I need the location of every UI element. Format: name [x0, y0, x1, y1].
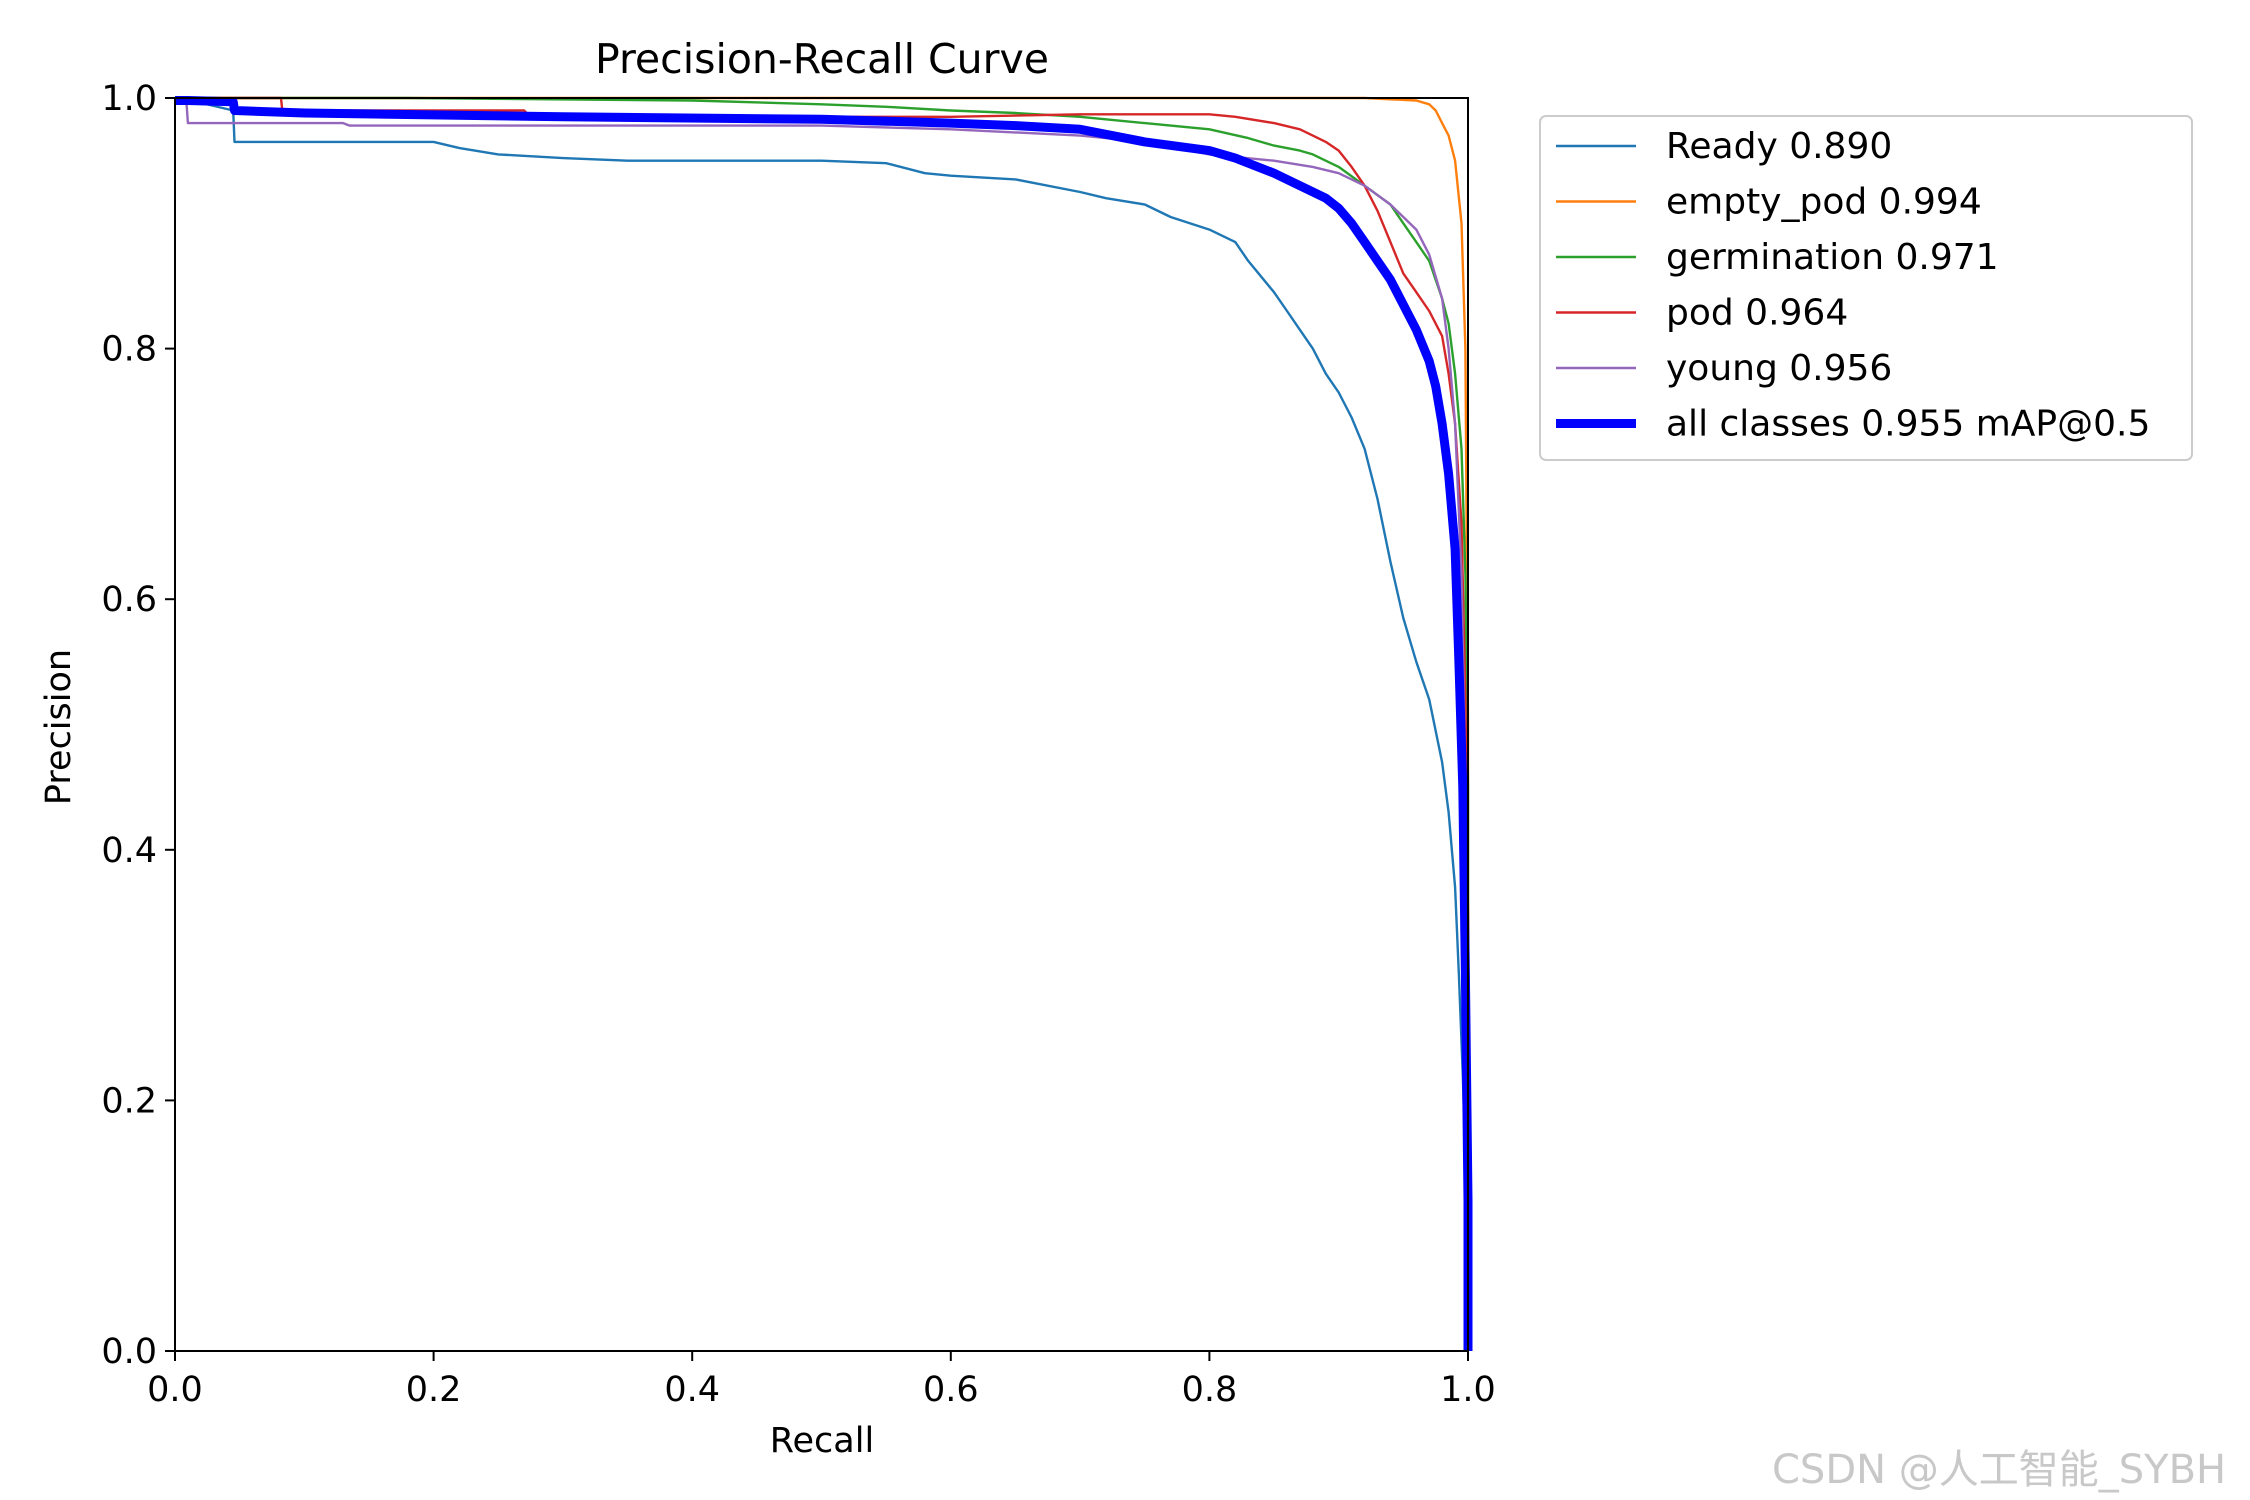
watermark: CSDN @人工智能_SYBH [1772, 1447, 2227, 1493]
y-tick-label: 0.4 [101, 831, 157, 871]
x-tick-label: 0.0 [147, 1370, 203, 1410]
series-line-0 [175, 96, 1470, 1351]
plot-frame [174, 97, 1469, 1352]
x-tick-label: 1.0 [1440, 1370, 1496, 1410]
chart-title: Precision-Recall Curve [595, 35, 1049, 83]
y-tick-label: 1.0 [101, 79, 157, 119]
legend-label-4: young 0.956 [1666, 348, 1892, 389]
legend-label-3: pod 0.964 [1666, 293, 1848, 334]
series-layer [175, 96, 1473, 1351]
series-line-5 [175, 96, 1473, 1351]
legend-box [1539, 115, 2193, 461]
x-axis-label: Recall [770, 1421, 874, 1461]
y-axis-label: Precision [39, 649, 79, 805]
series-line-4 [175, 96, 1470, 1351]
y-tick-label: 0.6 [101, 580, 157, 620]
x-tick-label: 0.6 [923, 1370, 979, 1410]
series-line-3 [175, 96, 1470, 1351]
y-tick-label: 0.8 [101, 330, 157, 370]
legend-label-0: Ready 0.890 [1666, 126, 1892, 167]
y-tick-label: 0.2 [101, 1081, 157, 1121]
x-tick-label: 0.2 [406, 1370, 462, 1410]
y-tick-label: 0.0 [101, 1332, 157, 1372]
legend-label-2: germination 0.971 [1666, 237, 1999, 278]
x-tick-label: 0.8 [1182, 1370, 1238, 1410]
legend-label-5: all classes 0.955 mAP@0.5 [1666, 404, 2150, 445]
x-tick-label: 0.4 [664, 1370, 720, 1410]
axis-layer: 0.0 0.2 0.4 0.6 0.8 1.0 0.0 0.2 0.4 0.6 0.8 1.0 [101, 79, 1496, 1410]
legend: Ready 0.890 empty_pod 0.994 germination 0.… [1539, 115, 2193, 461]
series-line-2 [175, 96, 1470, 1351]
legend-label-1: empty_pod 0.994 [1666, 182, 1982, 223]
series-line-1 [175, 96, 1470, 1351]
